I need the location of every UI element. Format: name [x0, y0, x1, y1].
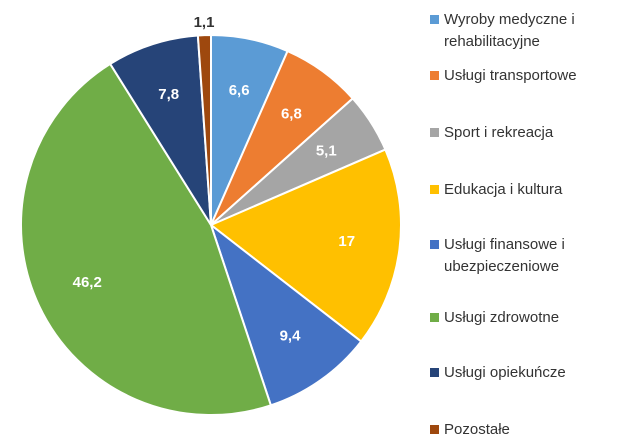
pie-slice [20, 62, 273, 416]
data-label: 6,8 [281, 105, 302, 122]
data-label: 5,1 [316, 142, 337, 159]
legend-label: Usługi zdrowotne [444, 309, 560, 326]
legend-item: Usługi zdrowotne [430, 307, 620, 329]
pie-slice [209, 222, 363, 407]
data-label: 7,8 [158, 86, 179, 103]
legend-swatch [430, 185, 439, 194]
legend-swatch [430, 368, 439, 377]
legend-swatch [430, 313, 439, 322]
legend-swatch [430, 128, 439, 137]
legend-label: Usługi finansowe i ubezpieczeniowe [444, 236, 565, 275]
legend-item: Wyroby medyczne i rehabilitacyjne [430, 9, 620, 53]
legend-swatch [430, 15, 439, 24]
pie-slice [196, 33, 212, 226]
legend-swatch [430, 240, 439, 249]
data-label: 6,6 [229, 82, 250, 99]
legend-swatch [430, 425, 439, 434]
legend-item: Usługi finansowe i ubezpieczeniowe [430, 234, 620, 278]
legend-label: Edukacja i kultura [444, 181, 563, 198]
data-label: 46,2 [73, 274, 102, 291]
pie-slice [108, 34, 212, 226]
chart: 6,6 6,8 5,1 17 9,4 46,2 7,8 1,1 [20, 14, 402, 416]
legend-item: Edukacja i kultura [430, 179, 620, 201]
legend-label: Pozostałe [444, 421, 510, 438]
legend-label: Sport i rekreacja [444, 124, 554, 141]
legend-item: Pozostałe [430, 419, 620, 441]
data-label: 17 [338, 233, 355, 250]
legend-item: Sport i rekreacja [430, 122, 620, 144]
legend-item: Usługi opiekuńcze [430, 362, 620, 384]
data-label: 1,1 [194, 14, 215, 31]
pie-slice [209, 148, 402, 343]
legend-swatch [430, 71, 439, 80]
legend-label: Usługi transportowe [444, 67, 577, 84]
legend-item: Usługi transportowe [430, 65, 620, 87]
legend-label: Usługi opiekuńcze [444, 364, 566, 381]
legend-label: Wyroby medyczne i rehabilitacyjne [444, 11, 575, 50]
data-label: 9,4 [280, 328, 302, 345]
